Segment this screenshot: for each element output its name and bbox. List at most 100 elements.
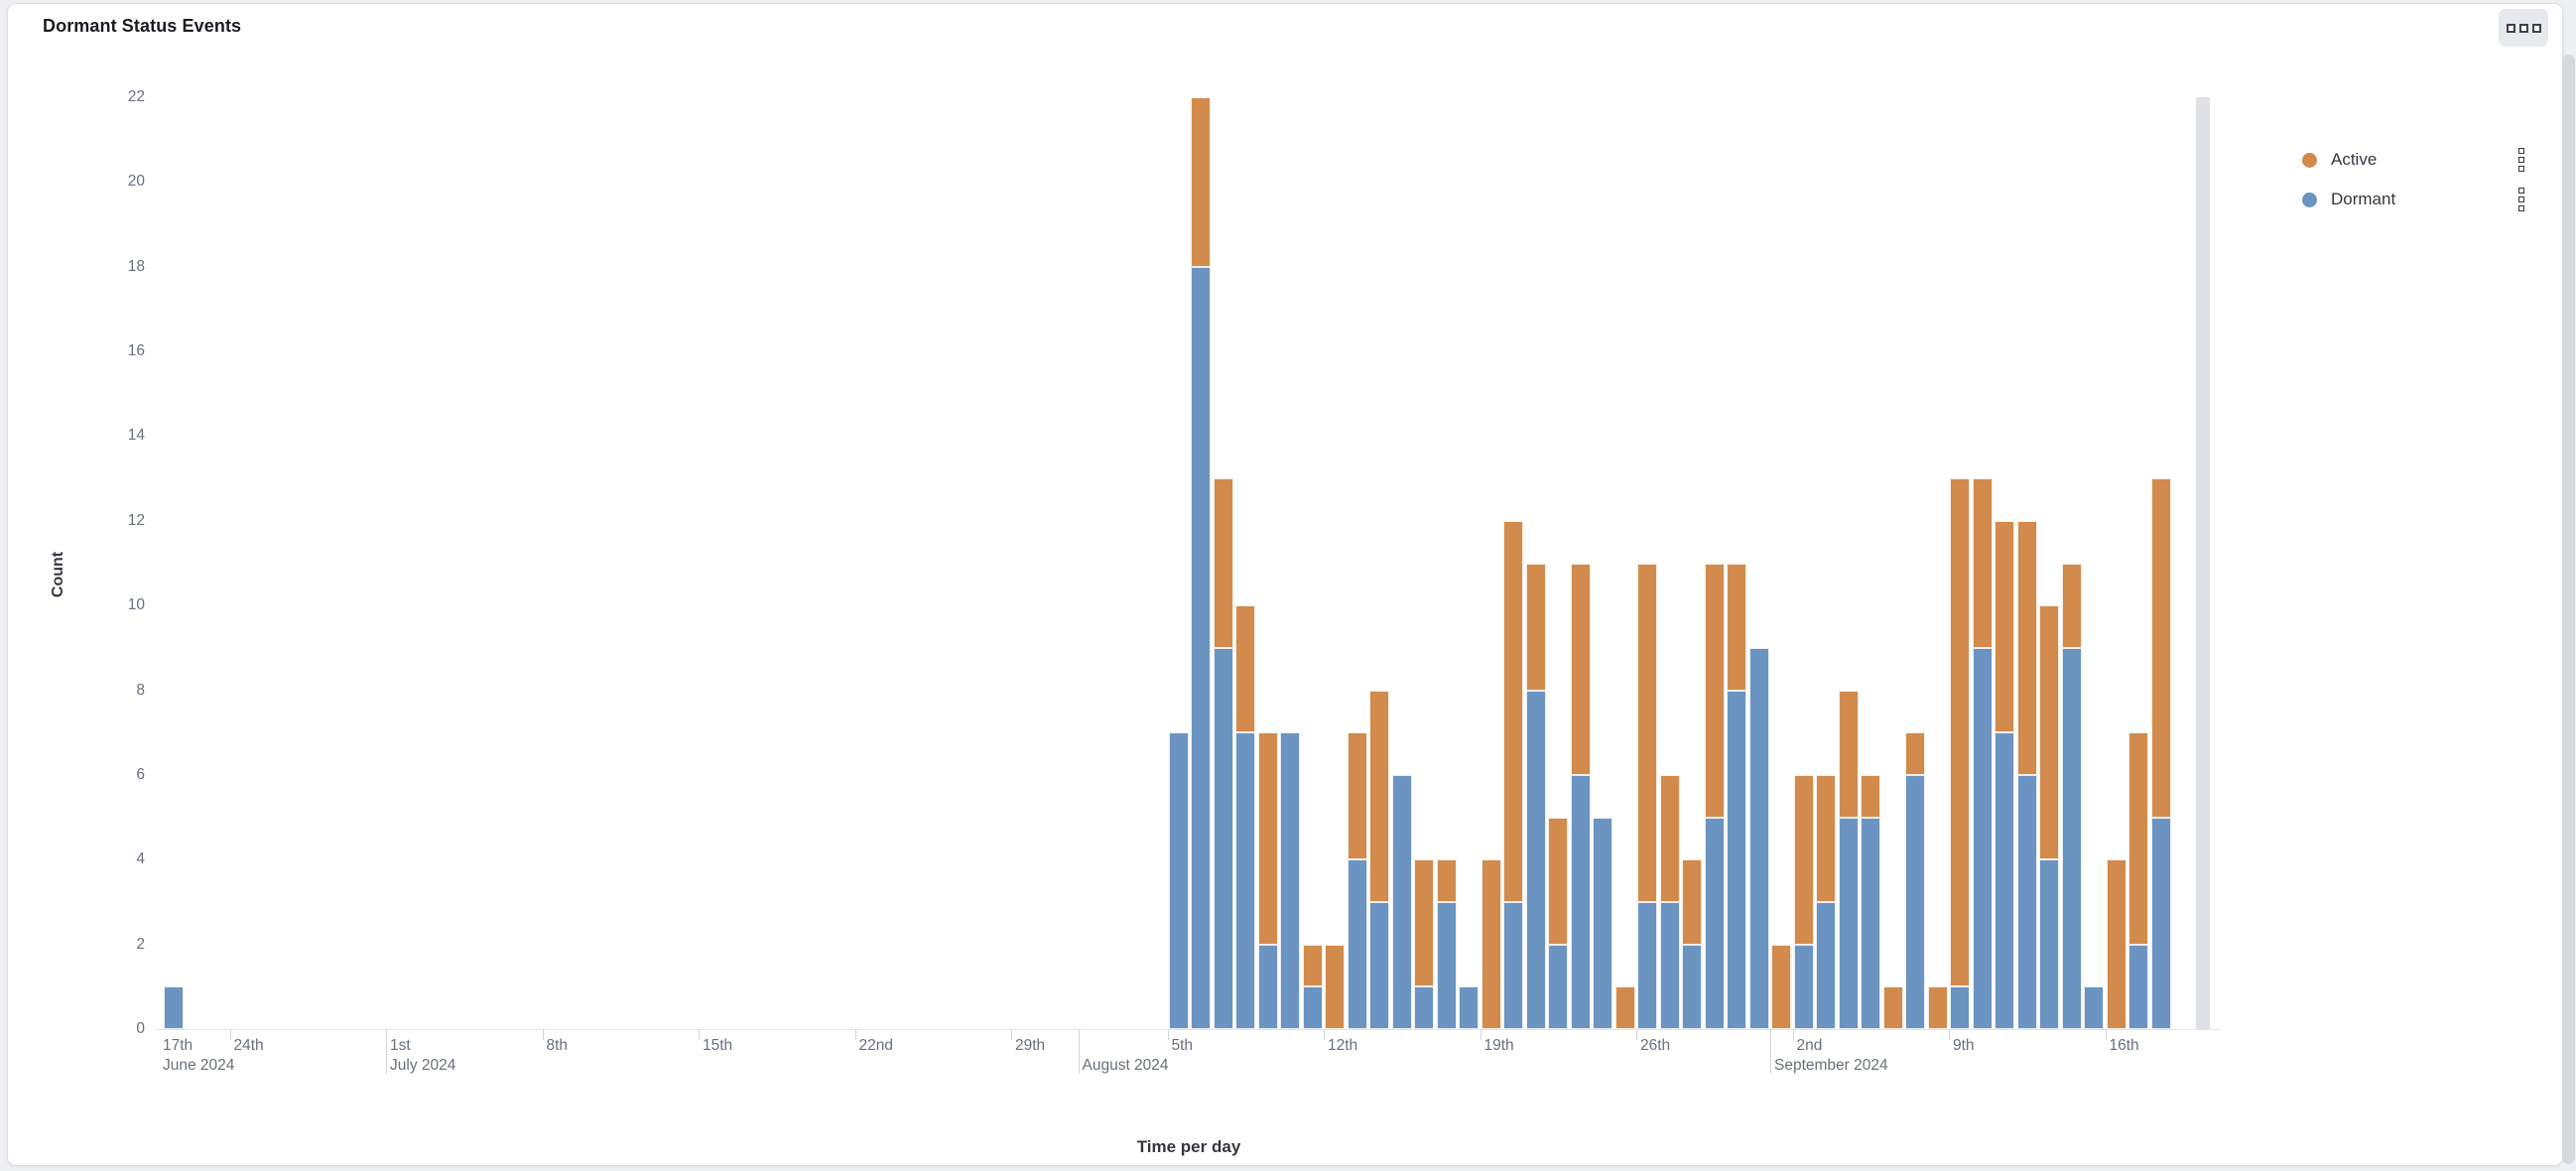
legend-color-dot <box>2302 192 2317 207</box>
bar-segment-active[interactable] <box>1436 859 1457 902</box>
bar-segment-dormant[interactable] <box>1593 817 1613 1029</box>
bar-segment-dormant[interactable] <box>2061 647 2082 1029</box>
bar-segment-dormant[interactable] <box>1704 817 1725 1029</box>
bar-segment-active[interactable] <box>1369 690 1390 902</box>
bar-segment-dormant[interactable] <box>2150 817 2171 1029</box>
bar-segment-dormant[interactable] <box>1570 774 1591 1029</box>
bar-segment-dormant[interactable] <box>1459 986 1480 1029</box>
chart-legend: Active Dormant <box>2296 145 2550 224</box>
bar-segment-active[interactable] <box>2150 478 2171 818</box>
legend-color-dot <box>2302 152 2317 168</box>
x-axis-month-label: September 2024 <box>1774 1057 1888 1074</box>
bar-segment-active[interactable] <box>1347 732 1367 860</box>
x-axis-tick <box>1324 1029 1325 1040</box>
x-axis-tick <box>854 1029 856 1040</box>
bar-segment-active[interactable] <box>1637 563 1658 902</box>
bar-segment-dormant[interactable] <box>1727 690 1747 1029</box>
y-axis-tick-label: 6 <box>136 765 145 783</box>
bar-segment-dormant[interactable] <box>1659 901 1680 1029</box>
bar-segment-dormant[interactable] <box>1861 817 1881 1029</box>
bar-segment-active[interactable] <box>1481 859 1501 1029</box>
bar-segment-dormant[interactable] <box>1280 732 1301 1029</box>
x-axis-tick-label: 17th <box>163 1037 193 1054</box>
bar-segment-dormant[interactable] <box>1838 817 1859 1029</box>
bar-segment-active[interactable] <box>1927 986 1948 1029</box>
bar-segment-active[interactable] <box>1257 732 1278 945</box>
bar-segment-dormant[interactable] <box>2039 859 2060 1029</box>
bar-segment-dormant[interactable] <box>164 986 185 1029</box>
bar-segment-dormant[interactable] <box>1995 732 2015 1029</box>
bar-segment-dormant[interactable] <box>1302 986 1323 1029</box>
bar-segment-dormant[interactable] <box>1369 901 1390 1029</box>
bar-segment-dormant[interactable] <box>1347 859 1367 1029</box>
bar-segment-active[interactable] <box>1882 986 1903 1029</box>
page-scrollbar[interactable] <box>2562 55 2575 1164</box>
x-axis-tick-label: 16th <box>2109 1037 2139 1054</box>
bar-segment-active[interactable] <box>2106 859 2126 1029</box>
bar-segment-active[interactable] <box>2016 520 2037 775</box>
bar-segment-dormant[interactable] <box>2084 986 2105 1029</box>
legend-item-active[interactable]: Active <box>2296 145 2550 175</box>
bar-segment-active[interactable] <box>1950 478 1971 987</box>
bar-segment-active[interactable] <box>1905 732 1926 775</box>
bar-segment-active[interactable] <box>1525 563 1546 691</box>
bar-segment-active[interactable] <box>1191 97 1212 267</box>
bar-segment-dormant[interactable] <box>1905 774 1926 1029</box>
panel-options-button[interactable] <box>2499 9 2548 47</box>
bar-segment-active[interactable] <box>1727 563 1747 691</box>
bar-segment-dormant[interactable] <box>2128 944 2149 1029</box>
bar-segment-active[interactable] <box>1302 944 1323 987</box>
bar-segment-dormant[interactable] <box>1257 944 1278 1029</box>
bar-segment-active[interactable] <box>1235 605 1256 733</box>
x-axis-tick <box>699 1029 700 1040</box>
bar-segment-active[interactable] <box>1414 859 1435 987</box>
bar-segment-active[interactable] <box>1793 774 1814 945</box>
bar-segment-dormant[interactable] <box>1793 944 1814 1029</box>
bar-segment-active[interactable] <box>1213 478 1233 648</box>
bar-segment-active[interactable] <box>1704 563 1725 818</box>
legend-options-icon[interactable] <box>2516 146 2526 174</box>
bar-segment-dormant[interactable] <box>1414 986 1435 1029</box>
bar-segment-dormant[interactable] <box>1503 901 1524 1029</box>
partial-bucket-marker <box>2195 97 2210 1029</box>
x-axis-tick-label: 12th <box>1328 1037 1358 1054</box>
bar-segment-dormant[interactable] <box>1816 901 1837 1029</box>
bar-segment-dormant[interactable] <box>1950 986 1971 1029</box>
bar-segment-dormant[interactable] <box>1637 901 1658 1029</box>
bar-segment-dormant[interactable] <box>1525 690 1546 1029</box>
bar-segment-active[interactable] <box>1838 690 1859 818</box>
bar-segment-active[interactable] <box>1972 478 1993 648</box>
bar-segment-active[interactable] <box>2061 563 2082 648</box>
bar-segment-dormant[interactable] <box>2016 774 2037 1029</box>
bar-segment-dormant[interactable] <box>1191 266 1212 1029</box>
bar-segment-dormant[interactable] <box>1548 944 1569 1029</box>
bar-segment-dormant[interactable] <box>1972 647 1993 1029</box>
bar-segment-active[interactable] <box>2128 732 2149 945</box>
bar-segment-active[interactable] <box>1682 859 1703 945</box>
bar-segment-dormant[interactable] <box>1682 944 1703 1029</box>
bar-segment-dormant[interactable] <box>1168 732 1189 1029</box>
bar-segment-active[interactable] <box>2039 605 2060 860</box>
bar-segment-active[interactable] <box>1570 563 1591 775</box>
bar-segment-dormant[interactable] <box>1235 732 1256 1029</box>
bar-segment-active[interactable] <box>1771 944 1792 1029</box>
bar-segment-dormant[interactable] <box>1748 647 1769 1029</box>
bar-segment-active[interactable] <box>1861 774 1881 818</box>
legend-options-icon[interactable] <box>2516 186 2526 213</box>
bar-segment-active[interactable] <box>1995 520 2015 733</box>
bar-segment-dormant[interactable] <box>1436 901 1457 1029</box>
bar-segment-dormant[interactable] <box>1213 647 1233 1029</box>
bar-segment-active[interactable] <box>1503 520 1524 902</box>
legend-item-dormant[interactable]: Dormant <box>2296 185 2550 214</box>
x-axis-tick-label: 29th <box>1015 1037 1046 1054</box>
bar-segment-active[interactable] <box>1659 774 1680 902</box>
bar-segment-active[interactable] <box>1614 986 1635 1029</box>
bar-segment-active[interactable] <box>1325 944 1346 1029</box>
x-axis-month-label: June 2024 <box>163 1057 235 1074</box>
x-axis-tick <box>229 1029 231 1040</box>
bar-segment-dormant[interactable] <box>1391 774 1412 1029</box>
bar-segment-active[interactable] <box>1548 817 1569 945</box>
bar-segment-active[interactable] <box>1816 774 1837 902</box>
x-axis-tick-label: 24th <box>233 1037 264 1054</box>
x-axis-title: Time per day <box>1136 1137 1241 1156</box>
